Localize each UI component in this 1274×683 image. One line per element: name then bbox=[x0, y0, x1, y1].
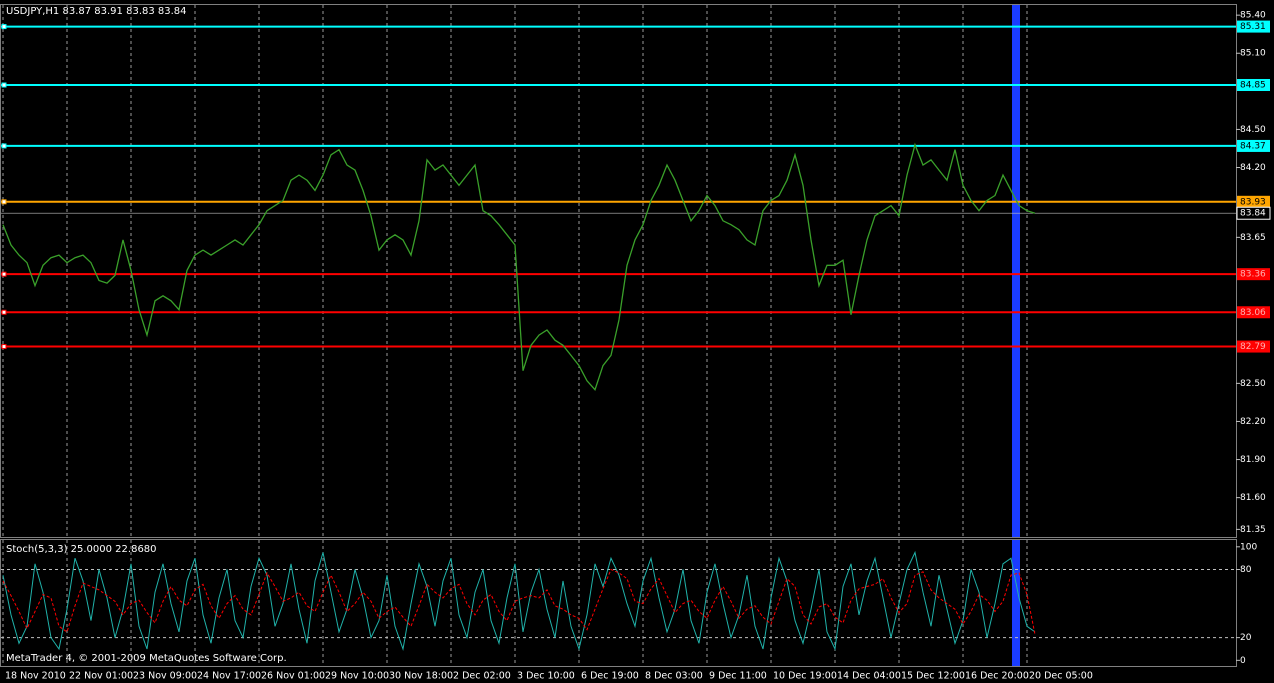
price-label: 85.31 bbox=[1240, 22, 1266, 32]
price-label-bg bbox=[1237, 139, 1270, 152]
line-anchor bbox=[1, 271, 7, 277]
price-label: 83.93 bbox=[1240, 197, 1266, 207]
line-anchor bbox=[1, 344, 7, 350]
y-tick-label: 82.20 bbox=[1240, 417, 1266, 427]
y-tick-label: 81.35 bbox=[1240, 525, 1266, 535]
price-label-bg bbox=[1237, 268, 1270, 281]
y-tick-label: 0 bbox=[1240, 656, 1246, 666]
x-tick-label: 6 Dec 19:00 bbox=[581, 671, 639, 682]
x-tick-label: 2 Dec 02:00 bbox=[453, 671, 511, 682]
line-anchor bbox=[1, 199, 7, 205]
footer: MetaTrader 4, © 2001-2009 MetaQuotes Sof… bbox=[6, 653, 287, 664]
chart-title: USDJPY,H1 83.87 83.91 83.83 83.84 bbox=[6, 6, 187, 17]
line-anchor bbox=[1, 82, 7, 88]
x-tick-label: 18 Nov 2010 bbox=[5, 671, 66, 682]
y-tick-label: 84.50 bbox=[1240, 125, 1266, 135]
y-tick-label: 80 bbox=[1240, 565, 1252, 575]
price-label-bg bbox=[1236, 206, 1271, 220]
price-label-bg bbox=[1237, 195, 1270, 208]
price-label: 83.84 bbox=[1240, 209, 1266, 219]
price-label-bg bbox=[1237, 306, 1270, 319]
price-label: 82.79 bbox=[1240, 342, 1266, 352]
series-line bbox=[2, 142, 1036, 391]
stoch-frame bbox=[0, 539, 1237, 667]
selected-vline bbox=[1012, 5, 1020, 537]
x-tick-label: 22 Nov 01:00 bbox=[69, 671, 133, 682]
line-anchor bbox=[1, 309, 7, 315]
indicator-title: Stoch(5,3,3) 25.0000 22.8680 bbox=[6, 544, 157, 555]
x-tick-label: 3 Dec 10:00 bbox=[517, 671, 575, 682]
x-tick-label: 16 Dec 20:00 bbox=[965, 671, 1029, 682]
y-tick-label: 81.60 bbox=[1240, 493, 1266, 503]
y-tick-label: 85.10 bbox=[1240, 49, 1266, 59]
main-frame bbox=[0, 4, 1237, 538]
price-label-bg bbox=[1237, 78, 1270, 91]
line-anchor bbox=[1, 143, 7, 149]
series-line bbox=[2, 568, 1036, 635]
x-tick-label: 30 Nov 18:00 bbox=[389, 671, 453, 682]
y-tick-label: 82.50 bbox=[1240, 379, 1266, 389]
x-tick-label: 10 Dec 19:00 bbox=[773, 671, 837, 682]
x-tick-label: 29 Nov 10:00 bbox=[325, 671, 389, 682]
y-tick-label: 100 bbox=[1240, 542, 1257, 552]
line-anchor bbox=[1, 24, 7, 30]
x-tick-label: 15 Dec 12:00 bbox=[901, 671, 965, 682]
y-tick-label: 20 bbox=[1240, 633, 1252, 643]
series-line bbox=[2, 550, 1036, 651]
price-label: 84.37 bbox=[1240, 141, 1266, 151]
price-label: 83.36 bbox=[1240, 270, 1266, 280]
price-label-bg bbox=[1237, 20, 1270, 33]
x-tick-label: 14 Dec 04:00 bbox=[837, 671, 901, 682]
x-tick-label: 8 Dec 03:00 bbox=[645, 671, 703, 682]
y-tick-label: 84.20 bbox=[1240, 163, 1266, 173]
y-tick-label: 83.65 bbox=[1240, 233, 1266, 243]
x-tick-label: 24 Nov 17:00 bbox=[197, 671, 261, 682]
x-tick-label: 23 Nov 09:00 bbox=[133, 671, 197, 682]
y-tick-label: 85.40 bbox=[1240, 11, 1266, 21]
y-tick-label: 81.90 bbox=[1240, 455, 1266, 465]
x-tick-label: 9 Dec 11:00 bbox=[709, 671, 767, 682]
price-label: 83.06 bbox=[1240, 308, 1266, 318]
selected-vline bbox=[1012, 540, 1020, 666]
x-tick-label: 20 Dec 05:00 bbox=[1029, 671, 1093, 682]
price-label-bg bbox=[1237, 340, 1270, 353]
x-tick-label: 26 Nov 01:00 bbox=[261, 671, 325, 682]
price-label: 84.85 bbox=[1240, 80, 1266, 90]
